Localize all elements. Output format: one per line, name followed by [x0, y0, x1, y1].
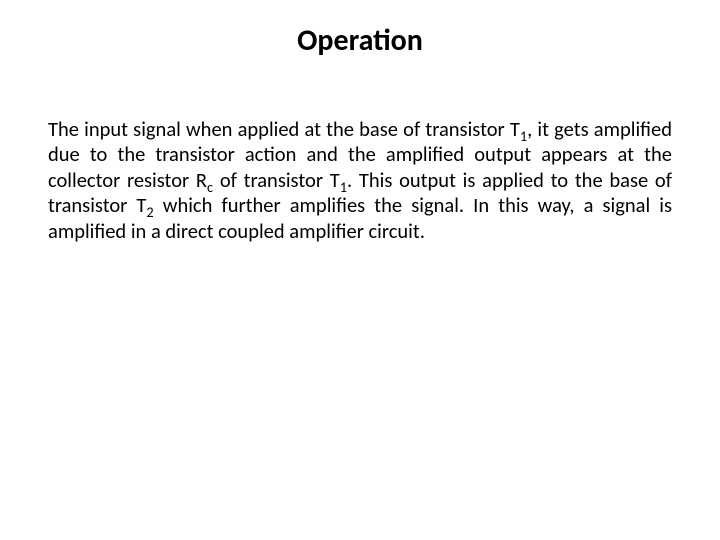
slide: Operation The input signal when applied …: [0, 0, 720, 540]
slide-body: The input signal when applied at the bas…: [48, 117, 672, 244]
body-part-0: The input signal when applied at the bas…: [48, 116, 520, 142]
slide-title: Operation: [188, 22, 532, 59]
body-part-4: of transistor T: [213, 167, 340, 193]
